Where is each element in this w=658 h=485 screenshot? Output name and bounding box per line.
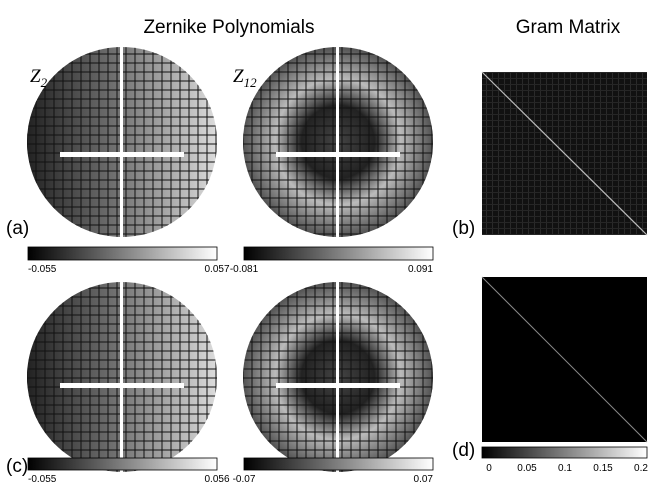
colorbar-label: -0.055 — [28, 264, 57, 275]
colorbar-label: -0.07 — [233, 474, 256, 485]
colorbar-label: -0.055 — [28, 474, 57, 485]
colorbar — [482, 447, 647, 458]
panel-label: (d) — [452, 440, 475, 461]
panel-label: (b) — [452, 218, 475, 239]
colorbar — [28, 247, 217, 260]
sphere — [27, 47, 217, 237]
colorbar-label: 0.056 — [204, 474, 229, 485]
colorbar-label: 0.15 — [593, 463, 613, 474]
panel-label: (a) — [6, 218, 29, 239]
colorbar-label: 0.1 — [558, 463, 572, 474]
panel-label: (c) — [6, 456, 28, 477]
sphere — [27, 282, 217, 472]
title: Zernike Polynomials — [143, 17, 314, 38]
colorbar — [28, 458, 217, 470]
colorbar-label: 0.091 — [408, 264, 433, 275]
sphere — [243, 282, 433, 472]
title: Gram Matrix — [516, 17, 621, 38]
colorbar — [244, 247, 433, 260]
z-label: Z2 — [30, 66, 48, 90]
sphere — [243, 47, 433, 237]
colorbar-label: 0.07 — [414, 474, 434, 485]
colorbar-label: -0.081 — [230, 264, 259, 275]
colorbar-label: 0.05 — [517, 463, 537, 474]
colorbar-label: 0.2 — [634, 463, 648, 474]
colorbar-label: 0 — [486, 463, 492, 474]
z-label: Z12 — [233, 66, 257, 90]
figure: Zernike Polynomials Gram Matrix Z2 Z12 (… — [0, 0, 658, 485]
colorbar — [244, 458, 433, 470]
colorbar-label: 0.057 — [204, 264, 229, 275]
